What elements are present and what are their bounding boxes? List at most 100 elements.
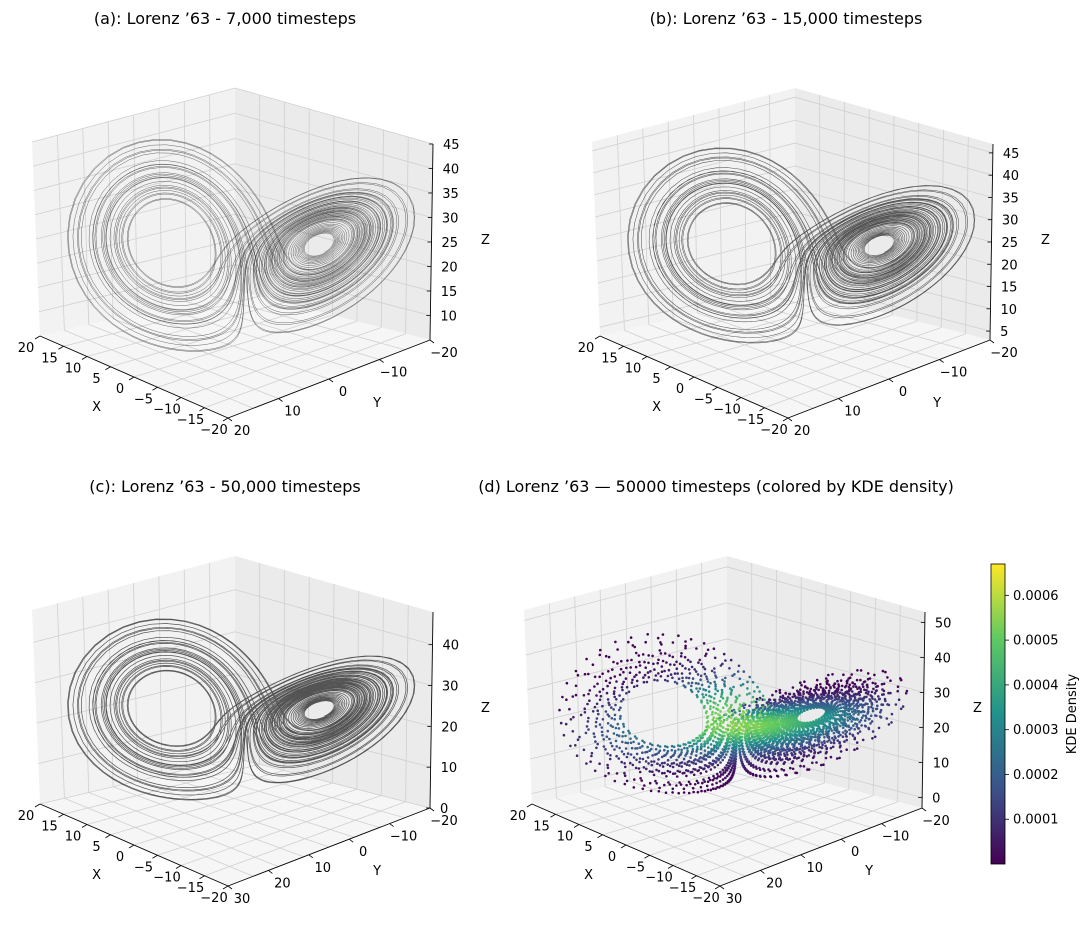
scatter-point: [666, 745, 669, 749]
scatter-point: [694, 762, 698, 766]
scatter-point: [660, 670, 664, 673]
scatter-point: [722, 718, 726, 722]
scatter-point: [632, 756, 636, 759]
scatter-point: [651, 770, 654, 773]
scatter-point: [628, 731, 631, 735]
scatter-point: [808, 742, 812, 745]
grid-line: [594, 142, 993, 198]
scatter-point: [782, 726, 786, 729]
x-tick-mark: [175, 397, 182, 401]
scatter-point: [666, 749, 670, 753]
scatter-point: [835, 701, 839, 704]
scatter-point: [785, 737, 789, 741]
grid-line: [157, 788, 358, 856]
scatter-point: [630, 658, 633, 662]
scatter-point: [731, 726, 735, 729]
scatter-point: [623, 782, 627, 786]
scatter-point: [684, 640, 687, 643]
scatter-point: [793, 747, 797, 751]
scatter-point: [688, 672, 692, 675]
scatter-point: [747, 733, 750, 736]
scatter-point: [713, 728, 717, 731]
scatter-point: [684, 644, 687, 648]
scatter-point: [727, 772, 731, 776]
scatter-point: [813, 723, 816, 727]
scatter-point: [701, 736, 704, 739]
y-tick-label: 0: [851, 845, 859, 860]
scatter-point: [863, 695, 866, 699]
scatter-point: [684, 754, 687, 757]
colorbar-tick-label: 0.0004: [1013, 678, 1059, 693]
scatter-point: [863, 719, 867, 722]
scatter-point: [712, 706, 715, 709]
x-tick-label: 15: [601, 351, 618, 366]
grid-line: [525, 602, 925, 658]
scatter-point: [647, 676, 651, 679]
x-tick-label: −20: [692, 891, 719, 906]
scatter-point: [828, 739, 831, 742]
scatter-point: [682, 684, 686, 687]
grid-line: [594, 165, 992, 221]
scatter-point: [708, 755, 712, 759]
scatter-point: [742, 753, 745, 756]
scatter-point: [837, 683, 840, 686]
scatter-point: [825, 746, 829, 750]
scatter-point: [732, 762, 735, 765]
z-axis-label: Z: [1041, 233, 1050, 248]
scatter-point: [794, 734, 797, 737]
scatter-point: [592, 732, 596, 735]
scatter-point: [867, 727, 871, 731]
scatter-point: [678, 770, 682, 774]
scatter-point: [709, 768, 713, 771]
scatter-point: [858, 730, 862, 733]
scatter-point: [586, 702, 589, 706]
scatter-point: [680, 672, 684, 675]
scatter-point: [638, 746, 642, 749]
scatter-point: [860, 724, 863, 727]
scatter-point: [767, 745, 771, 748]
scatter-point: [775, 736, 778, 740]
scatter-point: [744, 733, 747, 737]
scatter-point: [810, 747, 814, 750]
scatter-point: [632, 740, 635, 744]
grid-line: [32, 112, 433, 169]
x-tick-label: 10: [65, 362, 82, 377]
scatter-point: [729, 768, 733, 772]
scatter-point: [635, 752, 639, 756]
x-tick-mark: [222, 417, 229, 422]
scatter-point: [852, 724, 855, 727]
scatter-point: [828, 717, 832, 720]
y-tick-mark: [719, 885, 725, 890]
scatter-point: [589, 760, 592, 763]
scatter-point: [678, 781, 681, 784]
scatter-point: [738, 706, 741, 710]
scatter-point: [689, 688, 693, 692]
z-tick-label: 10: [933, 757, 950, 772]
scatter-point: [621, 688, 624, 692]
scatter-point: [760, 747, 763, 750]
scatter-point: [867, 708, 870, 711]
scatter-point: [653, 678, 656, 682]
y-tick-mark: [268, 870, 273, 874]
scatter-point: [765, 732, 769, 736]
scatter-point: [629, 636, 633, 639]
scatter-point: [766, 728, 770, 731]
scatter-point: [574, 693, 578, 697]
scatter-point: [627, 690, 631, 694]
grid-line: [39, 757, 431, 809]
scatter-point: [732, 731, 735, 734]
scatter-point: [874, 707, 878, 711]
scatter-point: [614, 726, 618, 730]
scatter-point: [750, 714, 753, 717]
x-tick-label: 5: [652, 372, 660, 387]
scatter-point: [773, 724, 777, 728]
scatter-point: [861, 699, 865, 702]
scatter-point: [843, 724, 847, 727]
z-axis-line: [921, 611, 926, 809]
scatter-point: [601, 704, 604, 708]
scatter-point: [666, 763, 669, 766]
scatter-point: [740, 758, 743, 761]
scatter-point: [655, 752, 658, 756]
scatter-point: [812, 729, 815, 732]
scatter-point: [690, 681, 694, 685]
